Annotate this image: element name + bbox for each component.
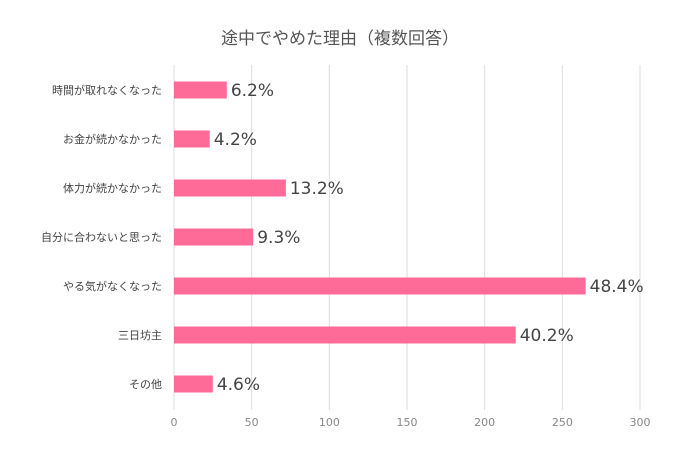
bar-6: [174, 375, 213, 393]
x-tick-label: 200: [474, 416, 495, 429]
data-label: 4.6%: [217, 375, 260, 395]
x-tick-label: 150: [397, 416, 418, 429]
x-tick-label: 0: [171, 416, 178, 429]
grid-lines: [173, 65, 641, 410]
bar-4: [174, 277, 586, 295]
bar-1: [174, 130, 210, 148]
category-label: 自分に合わないと思った: [41, 230, 162, 244]
category-label: 三日坊主: [118, 328, 162, 342]
x-tick-label: 250: [552, 416, 573, 429]
x-tick-label: 50: [245, 416, 259, 429]
bar-0: [174, 81, 227, 99]
category-label: 時間が取れなくなった: [52, 83, 162, 97]
category-label: お金が続かなかった: [63, 132, 162, 146]
data-label: 6.2%: [231, 81, 274, 101]
data-label: 9.3%: [257, 228, 300, 248]
data-label: 48.4%: [590, 277, 644, 297]
data-labels: 6.2% 4.2% 13.2% 9.3% 48.4% 40.2% 4.6%: [214, 81, 644, 395]
category-label: 体力が続かなかった: [63, 181, 162, 195]
x-axis-ticks: 0 50 100 150 200 250 300: [171, 416, 651, 429]
data-label: 4.2%: [214, 130, 257, 150]
category-label: やる気がなくなった: [63, 279, 162, 293]
x-tick-label: 300: [630, 416, 651, 429]
category-label: その他: [129, 378, 162, 391]
bars: [174, 81, 586, 393]
chart-title: 途中でやめた理由（複数回答）: [221, 29, 459, 49]
category-labels: 時間が取れなくなったお金が続かなかった体力が続かなかった自分に合わないと思ったや…: [41, 83, 162, 391]
bar-3: [174, 228, 254, 246]
bar-2: [174, 179, 286, 197]
x-tick-label: 100: [319, 416, 340, 429]
data-label: 40.2%: [520, 326, 574, 346]
data-label: 13.2%: [290, 179, 344, 199]
bar-5: [174, 326, 516, 344]
